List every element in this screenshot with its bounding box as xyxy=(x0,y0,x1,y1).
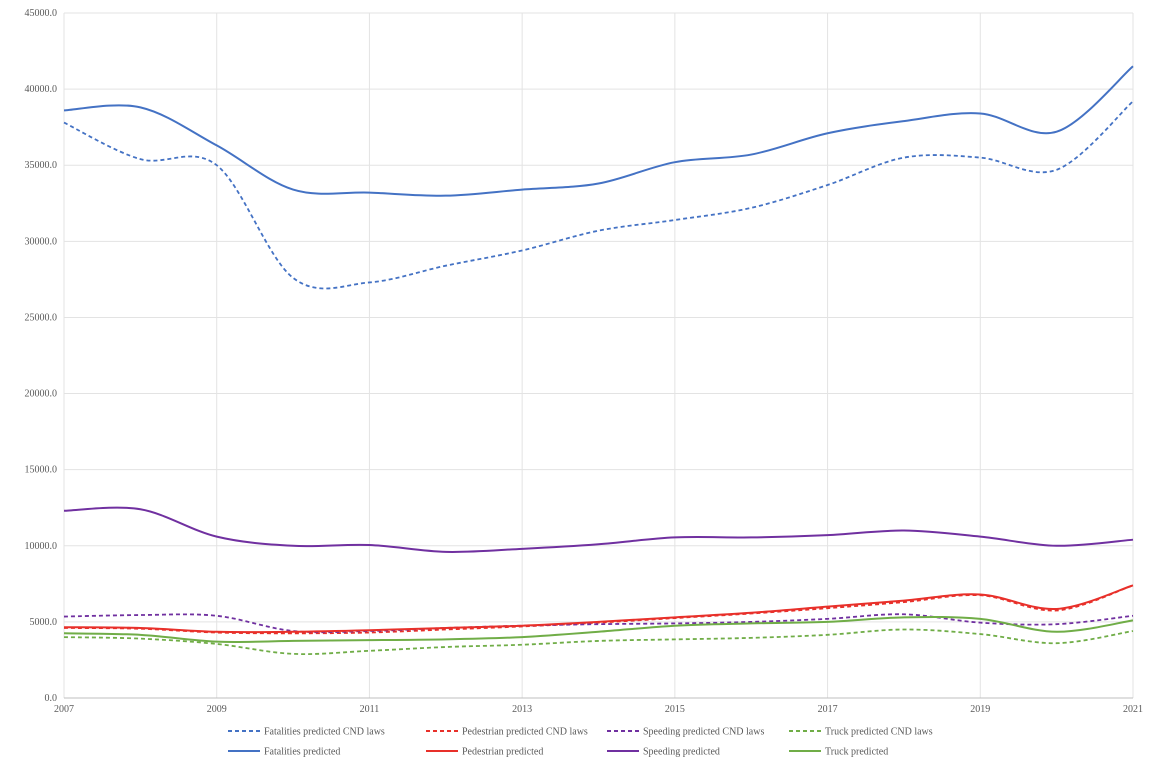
y-tick-label: 25000.0 xyxy=(25,312,58,323)
series-line-truck-predicted-cnd-laws xyxy=(63,628,1134,655)
legend-item-pedestrian-predicted: Pedestrian predicted xyxy=(426,747,543,758)
legend-label: Fatalities predicted CND laws xyxy=(264,727,385,738)
legend-item-speeding-predicted-cnd-laws: Speeding predicted CND laws xyxy=(607,727,764,738)
legend-label: Speeding predicted xyxy=(643,747,720,758)
legend-label: Pedestrian predicted CND laws xyxy=(462,727,588,738)
series-line-fatalities-predicted xyxy=(63,65,1134,197)
legend: Fatalities predicted CND laws Pedestrian … xyxy=(228,727,933,758)
legend-item-truck-predicted: Truck predicted xyxy=(789,747,888,758)
y-tick-label: 20000.0 xyxy=(25,389,58,400)
series-line-fatalities-predicted-cnd-laws xyxy=(63,100,1134,290)
x-tick-label: 2015 xyxy=(665,704,685,715)
y-tick-label: 35000.0 xyxy=(25,160,58,171)
legend-item-truck-predicted-cnd-laws: Truck predicted CND laws xyxy=(789,727,933,738)
x-tick-label: 2013 xyxy=(512,704,532,715)
series-line-pedestrian-predicted xyxy=(63,584,1134,634)
legend-label: Truck predicted xyxy=(825,747,888,758)
x-tick-label: 2019 xyxy=(970,704,990,715)
x-tick-label: 2017 xyxy=(818,704,838,715)
y-tick-label: 15000.0 xyxy=(25,465,58,476)
axes: 0.0 5000.0 10000.0 15000.0 20000.0 25000.0 300… xyxy=(25,8,1144,715)
x-tick-label: 2011 xyxy=(360,704,380,715)
series-line-speeding-predicted xyxy=(63,506,1134,553)
x-tick-label: 2007 xyxy=(54,704,74,715)
legend-item-fatalities-predicted: Fatalities predicted xyxy=(228,747,340,758)
y-tick-label: 40000.0 xyxy=(25,84,58,95)
x-tick-label: 2009 xyxy=(207,704,227,715)
legend-label: Fatalities predicted xyxy=(264,747,340,758)
legend-label: Speeding predicted CND laws xyxy=(643,727,764,738)
y-tick-label: 10000.0 xyxy=(25,541,58,552)
legend-item-speeding-predicted: Speeding predicted xyxy=(607,747,720,758)
legend-label: Pedestrian predicted xyxy=(462,747,543,758)
gridlines xyxy=(63,12,1134,698)
y-tick-label: 0.0 xyxy=(45,693,58,704)
series-lines xyxy=(63,65,1134,655)
legend-item-fatalities-predicted-cnd-laws: Fatalities predicted CND laws xyxy=(228,727,385,738)
y-tick-label: 30000.0 xyxy=(25,236,58,247)
series-line-pedestrian-predicted-cnd-laws xyxy=(63,584,1134,635)
y-tick-label: 45000.0 xyxy=(25,8,58,19)
x-tick-label: 2021 xyxy=(1123,704,1143,715)
legend-item-pedestrian-predicted-cnd-laws: Pedestrian predicted CND laws xyxy=(426,727,588,738)
series-line-speeding-predicted-cnd-laws xyxy=(63,613,1134,634)
series-line-truck-predicted xyxy=(63,615,1134,644)
y-tick-label: 5000.0 xyxy=(30,617,58,628)
legend-label: Truck predicted CND laws xyxy=(825,727,933,738)
